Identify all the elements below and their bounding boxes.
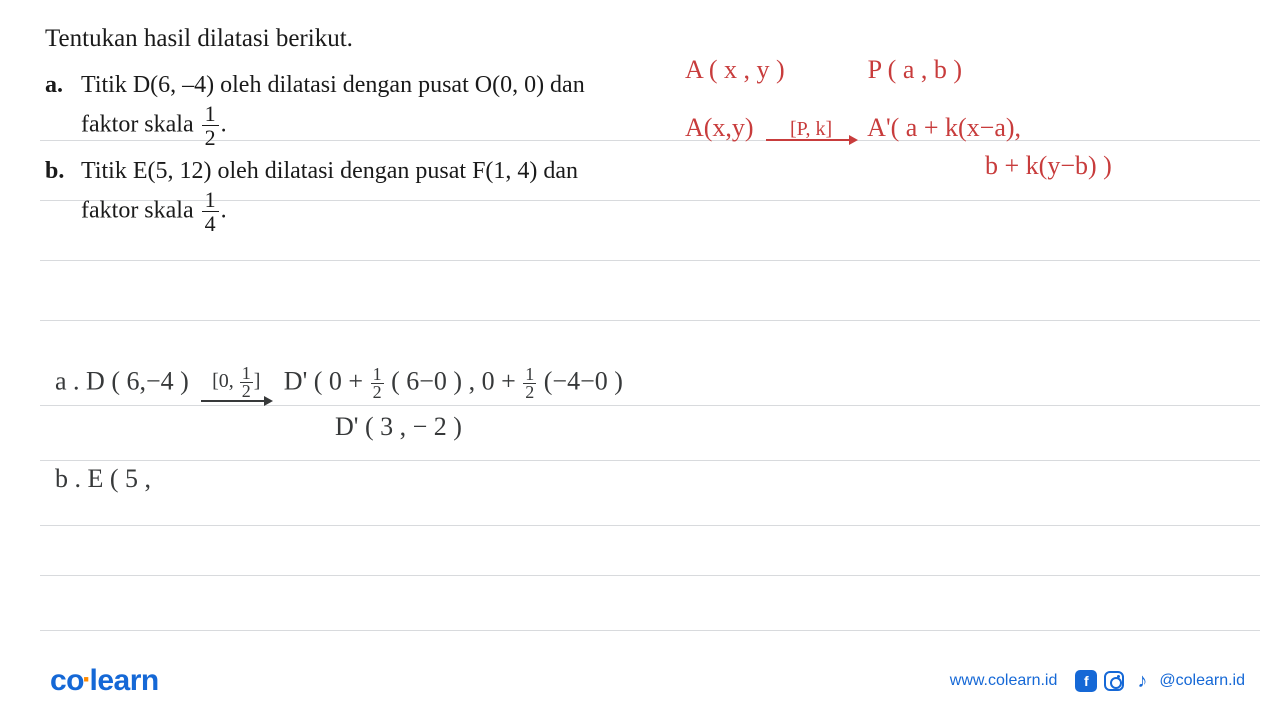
arrow-icon: [0, 12] bbox=[201, 365, 271, 402]
item-text: Titik E(5, 12) oleh dilatasi dengan pusa… bbox=[81, 153, 605, 235]
work-line-b: b . E ( 5 , bbox=[55, 464, 623, 494]
red-line-2: A(x,y) [P, k] A'( a + k(x−a), bbox=[685, 113, 1112, 143]
tiktok-icon: ♪ bbox=[1131, 670, 1153, 692]
work-line-a2: D' ( 3 , − 2 ) bbox=[55, 412, 623, 442]
red-line-1: A ( x , y ) P ( a , b ) bbox=[685, 55, 1112, 85]
colearn-logo: co·learn bbox=[50, 664, 159, 698]
work-line-a1: a . D ( 6,−4 ) [0, 12] D' ( 0 + 12 ( 6−0… bbox=[55, 365, 623, 402]
footer-url: www.colearn.id bbox=[950, 672, 1058, 690]
item-letter: b. bbox=[45, 153, 81, 235]
red-line-3: b + k(y−b) ) bbox=[685, 151, 1112, 181]
question-item-a: a. Titik D(6, –4) oleh dilatasi dengan p… bbox=[45, 67, 605, 149]
handwritten-work: a . D ( 6,−4 ) [0, 12] D' ( 0 + 12 ( 6−0… bbox=[55, 365, 623, 504]
red-handwriting: A ( x , y ) P ( a , b ) A(x,y) [P, k] A'… bbox=[685, 55, 1112, 189]
arrow-icon: [P, k] bbox=[766, 119, 856, 141]
question-title: Tentukan hasil dilatasi berikut. bbox=[45, 25, 605, 53]
fraction: 1 4 bbox=[202, 189, 219, 235]
social-handle: @colearn.id bbox=[1159, 672, 1245, 690]
footer-right: www.colearn.id f ♪ @colearn.id bbox=[950, 670, 1245, 692]
facebook-icon: f bbox=[1075, 670, 1097, 692]
footer: co·learn www.colearn.id f ♪ @colearn.id bbox=[50, 664, 1245, 698]
question-block: Tentukan hasil dilatasi berikut. a. Titi… bbox=[45, 25, 605, 235]
instagram-icon bbox=[1103, 670, 1125, 692]
social-icons: f ♪ @colearn.id bbox=[1075, 670, 1245, 692]
item-letter: a. bbox=[45, 67, 81, 149]
fraction: 1 2 bbox=[202, 103, 219, 149]
item-text: Titik D(6, –4) oleh dilatasi dengan pusa… bbox=[81, 67, 605, 149]
question-item-b: b. Titik E(5, 12) oleh dilatasi dengan p… bbox=[45, 153, 605, 235]
content-area: Tentukan hasil dilatasi berikut. a. Titi… bbox=[45, 25, 1260, 239]
